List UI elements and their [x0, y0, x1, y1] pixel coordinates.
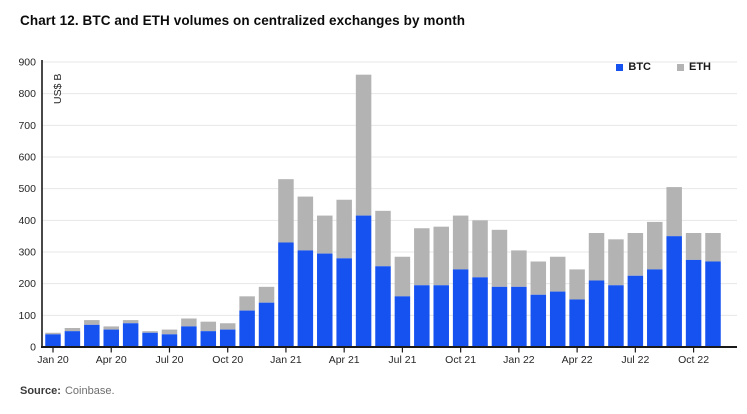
- legend-label-btc: BTC: [628, 61, 651, 73]
- chart-title: Chart 12. BTC and ETH volumes on central…: [20, 13, 466, 28]
- svg-text:200: 200: [18, 278, 36, 290]
- legend: BTC ETH: [616, 61, 711, 73]
- svg-text:600: 600: [18, 152, 36, 164]
- svg-text:0: 0: [30, 342, 36, 354]
- svg-text:Jul 20: Jul 20: [155, 354, 183, 366]
- svg-text:Apr 21: Apr 21: [329, 354, 360, 366]
- svg-text:Oct 21: Oct 21: [445, 354, 476, 366]
- svg-text:Oct 20: Oct 20: [212, 354, 243, 366]
- source-label: Source:: [20, 385, 61, 397]
- legend-swatch-btc: [616, 63, 624, 71]
- svg-text:800: 800: [18, 88, 36, 100]
- svg-text:400: 400: [18, 215, 36, 227]
- svg-text:US$ B: US$ B: [52, 74, 64, 104]
- svg-text:Oct 22: Oct 22: [678, 354, 709, 366]
- legend-swatch-eth: [677, 63, 684, 71]
- svg-text:Apr 20: Apr 20: [96, 354, 127, 366]
- source-note: Source: Coinbase.: [20, 385, 115, 397]
- svg-text:700: 700: [18, 120, 36, 132]
- svg-text:Jan 21: Jan 21: [270, 354, 302, 366]
- svg-text:Jan 20: Jan 20: [37, 354, 69, 366]
- svg-text:Jul 22: Jul 22: [621, 354, 649, 366]
- svg-text:Apr 22: Apr 22: [562, 354, 593, 366]
- source-text: Coinbase.: [64, 385, 115, 397]
- legend-label-eth: ETH: [689, 61, 711, 73]
- legend-item-btc: BTC: [616, 61, 651, 73]
- svg-text:500: 500: [18, 183, 36, 195]
- svg-text:Jul 21: Jul 21: [388, 354, 416, 366]
- svg-text:Jan 22: Jan 22: [503, 354, 535, 366]
- svg-text:300: 300: [18, 247, 36, 259]
- legend-item-eth: ETH: [677, 61, 711, 73]
- svg-text:900: 900: [18, 57, 36, 69]
- svg-text:100: 100: [18, 310, 36, 322]
